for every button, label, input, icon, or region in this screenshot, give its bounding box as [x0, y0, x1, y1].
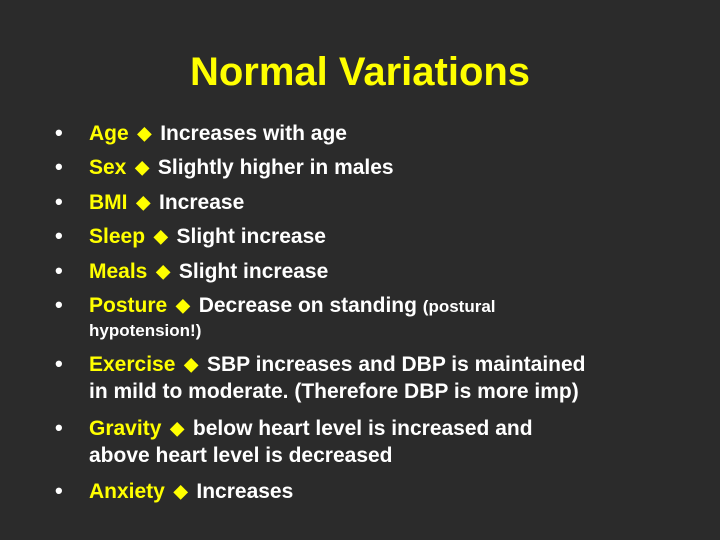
bullet-marker: • [55, 223, 63, 248]
yellow-diamond-icon: ◆ [156, 261, 171, 281]
yellow-diamond-icon: ◆ [176, 295, 190, 315]
list-item-line: BMI ◆ Increase [89, 188, 244, 217]
yellow-diamond-icon: ◆ [136, 192, 151, 212]
item-text: Slight increase [173, 260, 329, 283]
item-term: Exercise [89, 353, 176, 376]
item-term: Gravity [89, 417, 162, 440]
bullet-marker: • [55, 258, 63, 283]
item-term: Posture [89, 294, 168, 317]
yellow-diamond-icon: ◆ [153, 226, 168, 246]
bullet-marker: • [55, 415, 63, 440]
list-item-line: Posture ◆ Decrease on standing (postural [89, 291, 496, 321]
item-text: Increases [190, 480, 294, 503]
slide-title: Normal Variations [189, 50, 531, 94]
item-continuation: in mild to moderate. (Therefore DBP is m… [89, 380, 579, 403]
yellow-diamond-icon: ◆ [173, 481, 188, 501]
item-text: Increases with age [154, 122, 347, 145]
bullet-marker: • [55, 189, 63, 214]
item-term: Anxiety [89, 480, 165, 503]
item-note: (postural [422, 297, 496, 316]
list-item-line: Age ◆ Increases with age [89, 119, 347, 148]
item-term: Sex [89, 156, 127, 179]
list-item-line: Sex ◆ Slightly higher in males [89, 153, 394, 182]
yellow-diamond-icon: ◆ [135, 157, 150, 177]
list-item-line: Meals ◆ Slight increase [89, 257, 328, 286]
item-text: Slightly higher in males [152, 156, 394, 179]
item-continuation: above heart level is decreased [89, 444, 393, 467]
list-item-line: Exercise ◆ SBP increases and DBP is main… [89, 350, 586, 379]
item-term: Age [89, 122, 129, 145]
item-text: Decrease on standing [192, 294, 423, 317]
yellow-diamond-icon: ◆ [184, 354, 199, 374]
list-item-line: Anxiety ◆ Increases [89, 477, 293, 506]
item-continuation: hypotension!) [89, 321, 202, 340]
item-text: Slight increase [170, 225, 326, 248]
item-text: SBP increases and DBP is maintained [201, 353, 586, 376]
bullet-marker: • [55, 120, 63, 145]
list-item-line: Sleep ◆ Slight increase [89, 222, 326, 251]
yellow-diamond-icon: ◆ [170, 418, 185, 438]
bullet-marker: • [55, 154, 63, 179]
item-term: BMI [89, 191, 128, 214]
bullet-marker: • [55, 292, 63, 317]
item-term: Sleep [89, 225, 146, 248]
item-term: Meals [89, 260, 148, 283]
bullet-marker: • [55, 478, 63, 503]
item-text: below heart level is increased and [187, 417, 533, 440]
bullet-marker: • [55, 351, 63, 376]
item-text: Increase [153, 191, 245, 214]
list-item-line: Gravity ◆ below heart level is increased… [89, 414, 533, 443]
yellow-diamond-icon: ◆ [137, 123, 152, 143]
